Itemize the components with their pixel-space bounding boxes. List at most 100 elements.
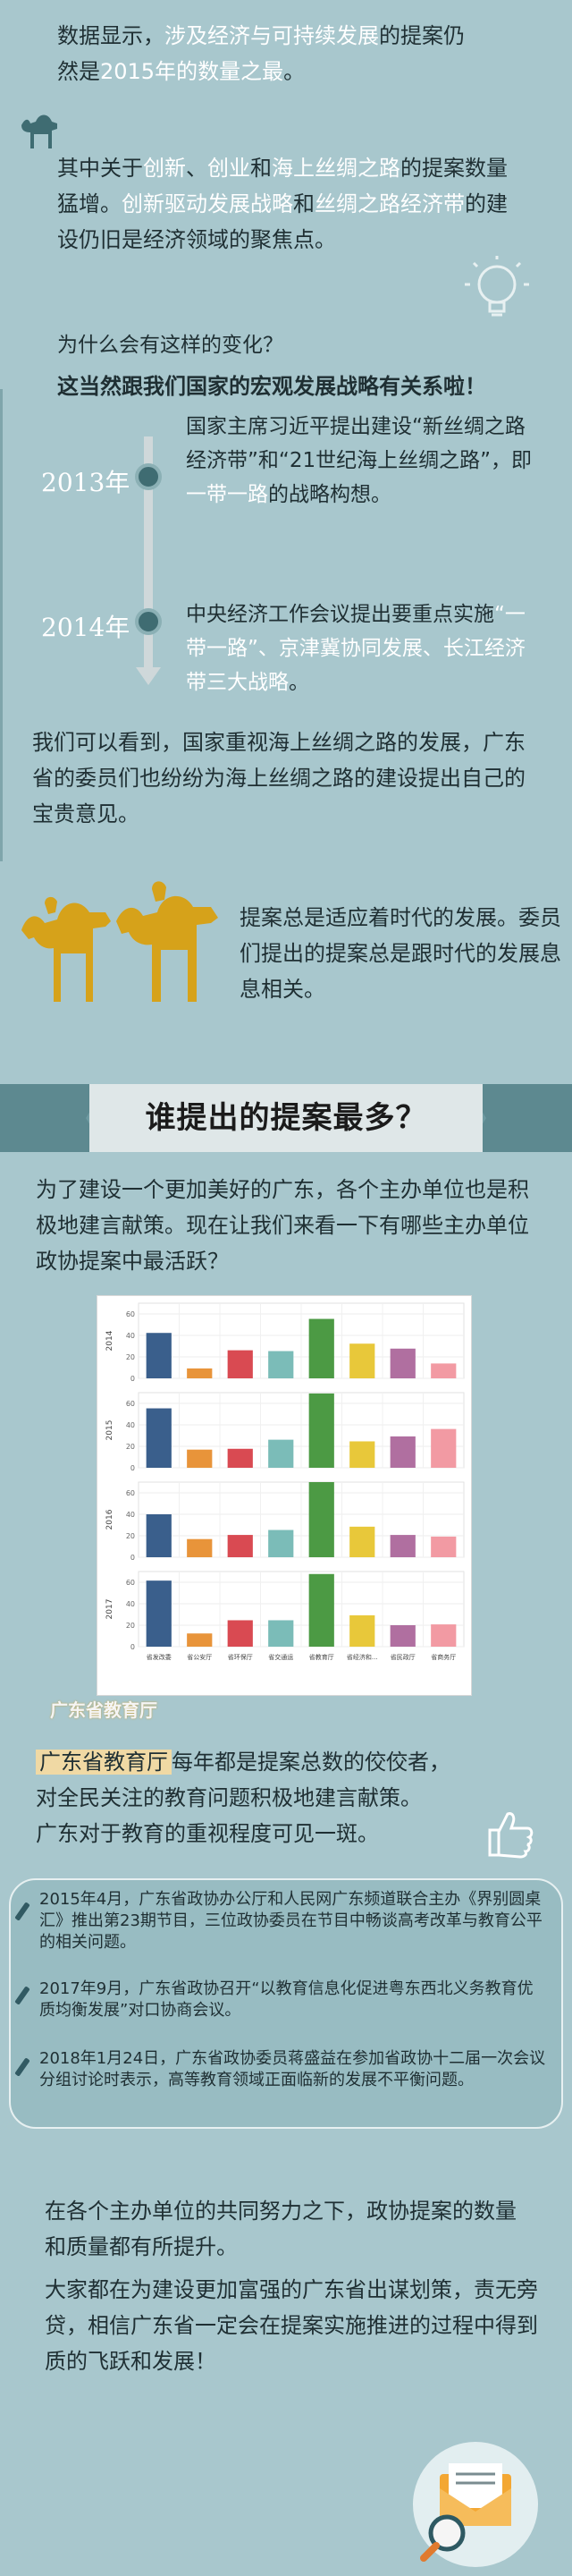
chart-bar	[390, 1535, 416, 1557]
y-tick-label: 60	[126, 1489, 135, 1497]
y-tick-label: 40	[126, 1421, 135, 1429]
y-tick-label: 60	[126, 1400, 135, 1408]
chart-overlay-label: 广东省教育厅	[50, 1699, 157, 1721]
x-tick-label: 省交通运	[268, 1653, 293, 1661]
y-tick-label: 20	[126, 1622, 135, 1630]
closing-paragraph: 大家都在为建设更加富强的广东省出谋划策，责无旁贷，相信广东省一定会在提案实施推进…	[45, 2277, 538, 2374]
chart-bar	[349, 1441, 375, 1468]
intro-paragraph: 数据显示，涉及经济与可持续发展的提案仍 然是2015年的数量之最。	[57, 18, 522, 89]
chart-bar	[308, 1318, 334, 1378]
y-tick-label: 40	[126, 1332, 135, 1340]
chart-bar	[187, 1368, 213, 1378]
y-tick-label: 60	[126, 1310, 135, 1318]
series-label: 2014	[105, 1330, 114, 1351]
chart-bar	[268, 1351, 294, 1378]
envelope-search-icon	[413, 2442, 538, 2567]
proposal-chart: 0 20 40 60 2014 0 20 40 60 2015 0 20 40 60 2016 0 20 40 60…	[97, 1295, 472, 1696]
y-tick-label: 0	[130, 1643, 135, 1651]
camel-caption: 提案总是适应着时代的发展。委员们提出的提案总是跟时代的发展息息相关。	[240, 905, 561, 1002]
chart-bar	[390, 1436, 416, 1468]
chart-bar	[431, 1624, 457, 1647]
education-tag: 广东省教育厅	[36, 1750, 172, 1775]
y-tick-label: 20	[126, 1443, 135, 1451]
event-note: 2017年9月，广东省政协召开“以教育信息化促进粤东西北义务教育优质均衡发展”对…	[39, 1979, 534, 2020]
conclusion-paragraph: 在各个主办单位的共同努力之下，政协提案的数量和质量都有所提升。	[45, 2199, 517, 2259]
y-tick-label: 40	[126, 1600, 135, 1608]
timeline-year: 2013年	[41, 468, 130, 497]
events-box	[9, 1878, 563, 2129]
timeline-border	[0, 389, 3, 861]
camel-caravan-image	[21, 881, 218, 1002]
timeline-dot	[135, 463, 162, 490]
y-tick-label: 0	[130, 1464, 135, 1472]
silk-road-paragraph: 我们可以看到，国家重视海上丝绸之路的发展，广东省的委员们也纷纷为海上丝绸之路的建…	[32, 730, 526, 826]
x-tick-label: 省经济和...	[347, 1653, 378, 1661]
chart-bar	[227, 1620, 253, 1647]
intro-highlight: 2015年的数量之最	[100, 59, 284, 84]
timeline-dot	[135, 608, 162, 635]
section-title: 谁提出的提案最多？	[145, 1100, 427, 1136]
series-label: 2015	[105, 1420, 114, 1441]
y-tick-label: 20	[126, 1532, 135, 1540]
organizers-paragraph: 为了建设一个更加美好的广东，各个主办单位也是积极地建言献策。现在让我们来看一下有…	[36, 1177, 529, 1274]
chart-bar	[187, 1538, 213, 1557]
chart-bar	[146, 1580, 172, 1647]
chart-bar	[349, 1526, 375, 1557]
chart-bar	[431, 1428, 457, 1468]
x-tick-label: 省环保厅	[228, 1653, 253, 1661]
chart-bar	[308, 1573, 334, 1647]
timeline-rail	[144, 436, 153, 678]
chart-bar	[268, 1530, 294, 1557]
event-note: 2015年4月，广东省政协办公厅和人民网广东频道联合主办《界别圆桌汇》推出第23…	[39, 1890, 543, 1952]
chart-bar	[390, 1625, 416, 1647]
chart-bar	[268, 1620, 294, 1647]
chart-bar	[390, 1348, 416, 1378]
x-tick-label: 省发改委	[147, 1653, 172, 1661]
intro-text: 。	[283, 59, 306, 84]
y-tick-label: 0	[130, 1554, 135, 1562]
thumbs-up-icon	[488, 1812, 534, 1859]
chart-bar	[227, 1448, 253, 1468]
chart-bar	[349, 1343, 375, 1378]
x-tick-label: 省教育厅	[309, 1653, 334, 1661]
intro-text: 的提案仍	[379, 23, 465, 48]
chart-bar	[146, 1514, 172, 1557]
chart-bar	[227, 1535, 253, 1557]
answer-text: 这当然跟我们国家的宏观发展战略有关系啦！	[57, 374, 486, 399]
timeline-event: 中央经济工作会议提出要重点实施“一带一路”、京津冀协同发展、长江经济带三大战略。	[186, 603, 526, 694]
question-text: 为什么会有这样的变化？	[57, 334, 283, 357]
y-tick-label: 20	[126, 1353, 135, 1361]
chart-bar	[187, 1633, 213, 1647]
intro-highlight: 涉及经济与可持续发展	[164, 23, 379, 48]
x-tick-label: 省商务厅	[431, 1653, 456, 1661]
intro-text: 数据显示，	[57, 23, 164, 48]
chart-bar	[349, 1614, 375, 1647]
camel-icon	[21, 114, 57, 148]
chart-bar	[146, 1408, 172, 1468]
y-tick-label: 0	[130, 1375, 135, 1383]
x-tick-label: 省公安厅	[187, 1653, 212, 1661]
chart-bar	[431, 1363, 457, 1378]
chart-svg: 0 20 40 60 2014 0 20 40 60 2015 0 20 40 60 2016 0 20 40 60…	[105, 1302, 465, 1661]
chart-bar	[268, 1439, 294, 1468]
series-label: 2016	[105, 1509, 114, 1530]
x-tick-label: 省民政厅	[391, 1653, 416, 1661]
chart-bar	[431, 1536, 457, 1557]
y-tick-label: 40	[126, 1511, 135, 1519]
chart-bar	[308, 1482, 334, 1557]
lightbulb-icon	[465, 256, 529, 317]
banner-center	[89, 1084, 483, 1152]
chart-bar	[308, 1393, 334, 1468]
series-label: 2017	[105, 1599, 114, 1620]
timeline-arrow	[136, 667, 161, 685]
intro-text: 然是	[57, 59, 100, 84]
timeline-year: 2014年	[41, 613, 130, 642]
chart-bar	[146, 1333, 172, 1378]
timeline-event: 国家主席习近平提出建设“新丝绸之路经济带”和“21世纪海上丝绸之路”，即一带一路…	[186, 415, 533, 506]
education-paragraph: 广东省教育厅 每年都是提案总数的佼佼者， 对全民关注的教育问题积极地建言献策。 广…	[36, 1750, 450, 1846]
innovation-paragraph: 其中关于创新、创业和海上丝绸之路的提案数量猛增。创新驱动发展战略和丝绸之路经济带…	[57, 156, 508, 252]
event-note: 2018年1月24日，广东省政协委员蒋盛益在参加省政协十二届一次会议分组讨论时表…	[39, 2049, 546, 2089]
y-tick-label: 60	[126, 1579, 135, 1587]
chart-bar	[227, 1350, 253, 1378]
chart-bar	[187, 1449, 213, 1468]
